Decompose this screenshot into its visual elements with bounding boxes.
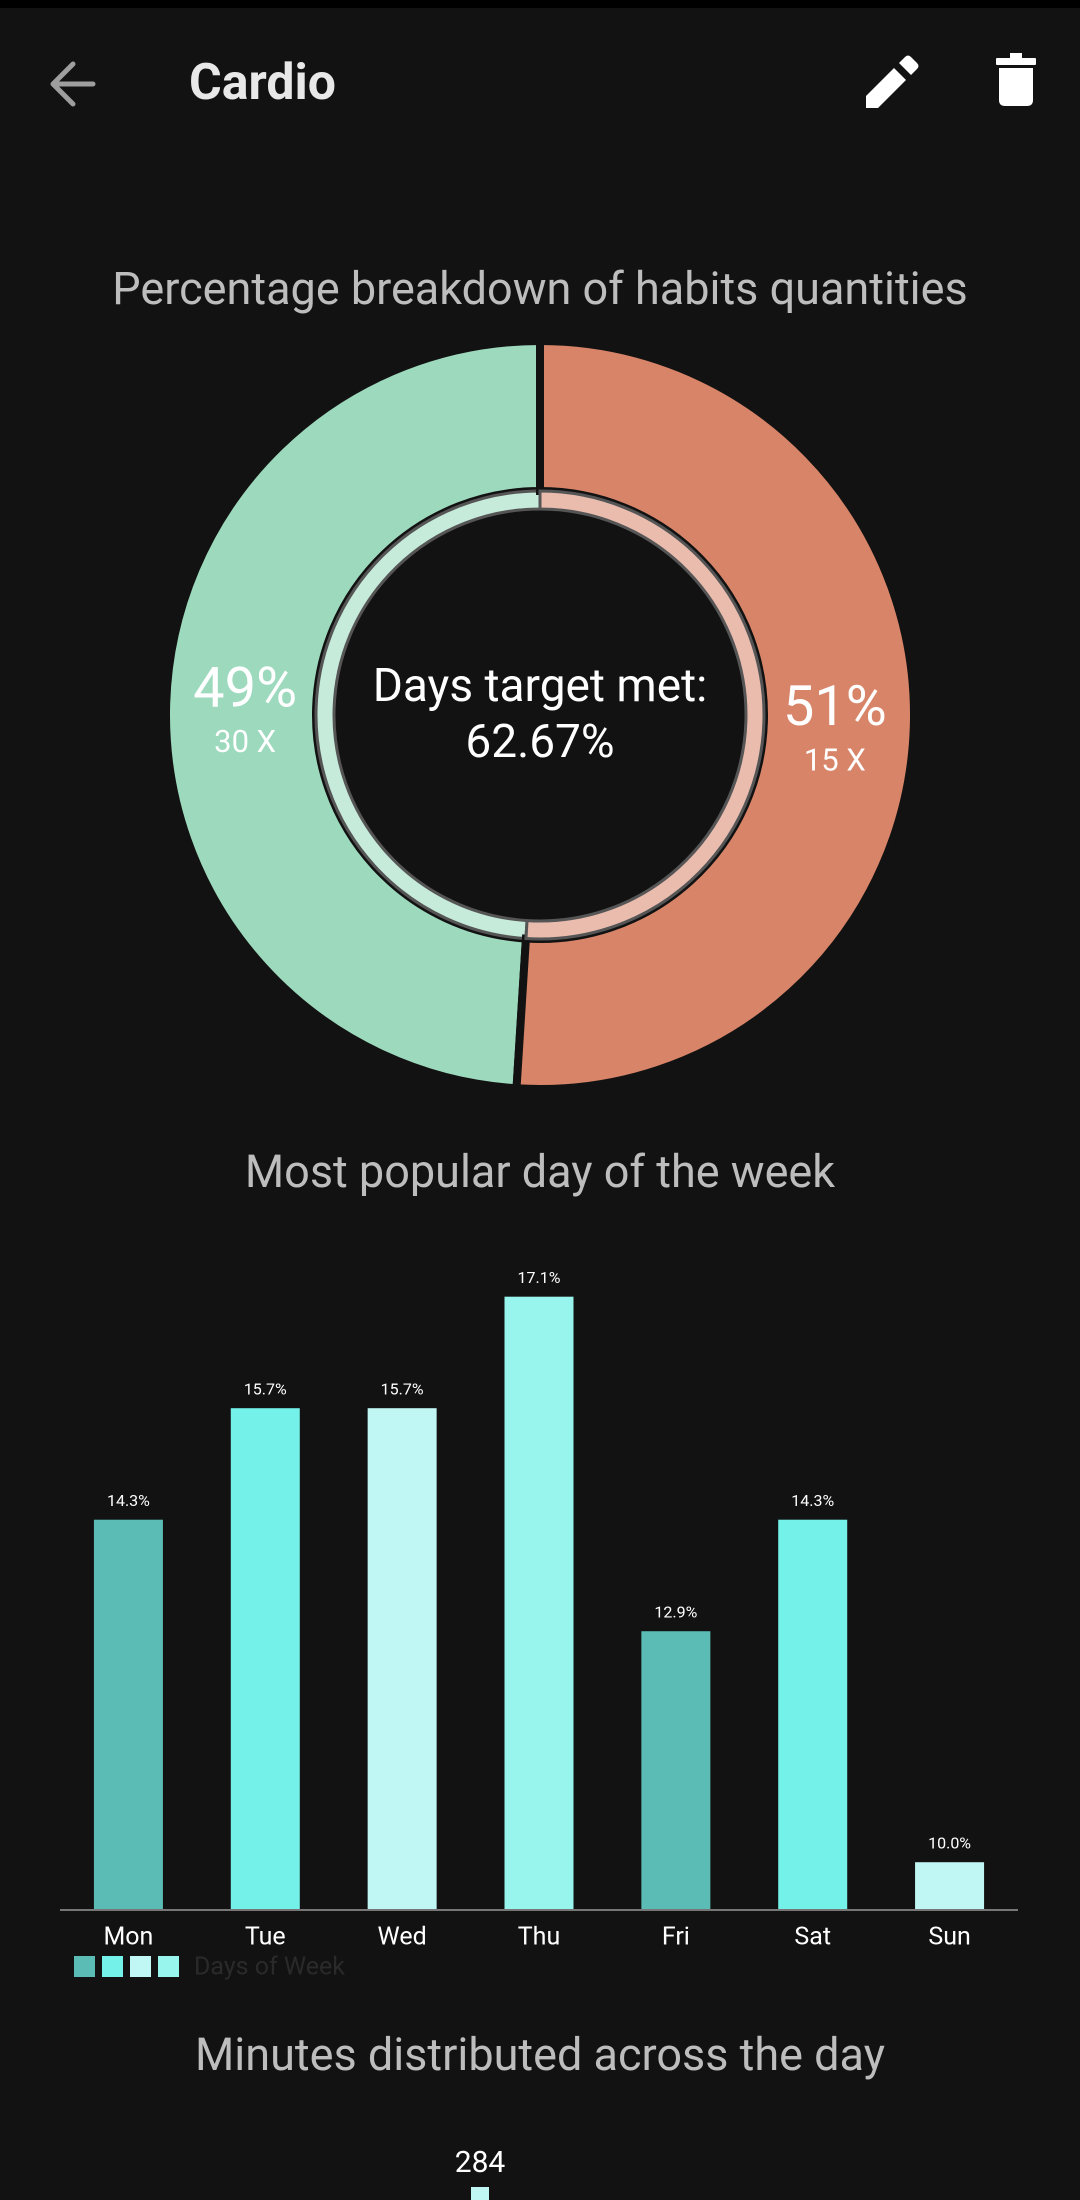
x-tick-label: Mon [103,1923,153,1952]
center-title: Days target met: [373,659,708,713]
bar-value-label: 14.3% [791,1491,834,1510]
bar [641,1631,711,1910]
bar [230,1408,300,1910]
edit-button[interactable] [866,55,919,109]
bar-value-label: 14.3% [107,1491,150,1510]
donut-inner-ring [524,489,766,941]
bar-value-label: 15.7% [381,1379,424,1398]
x-tick-label: Tue [245,1923,286,1952]
legend-swatch [74,1956,95,1977]
x-tick-label: Sat [794,1923,831,1952]
page-title: Cardio [189,54,336,112]
bar [915,1862,985,1910]
center-value: 62.67% [465,715,614,769]
chart-title: Most popular day of the week [245,1145,835,1198]
legend-swatch [158,1956,179,1977]
bar [778,1519,848,1910]
bar [471,2187,489,2200]
legend-swatch [102,1956,123,1977]
bar-value-label: 284 [455,2145,506,2180]
x-tick-label: Thu [518,1923,560,1952]
bar-value-label: 10.0% [928,1833,971,1852]
bar [367,1408,437,1910]
chart-title: Percentage breakdown of habits quantitie… [112,262,967,315]
bar-value-label: 15.7% [244,1379,287,1398]
donut-value-label: 51% [783,673,887,739]
bar-value-label: 17.1% [518,1268,561,1287]
bar-value-label: 12.9% [654,1602,697,1621]
legend-swatch [130,1956,151,1977]
chart-title: Minutes distributed across the day [195,2028,885,2081]
x-tick-label: Wed [378,1923,427,1952]
donut-value-label: 49% [193,655,297,721]
bar [93,1519,163,1910]
status-bar [0,0,1080,8]
delete-button[interactable] [996,53,1036,106]
donut-count-label: 30 X [214,723,276,760]
donut-count-label: 15 X [804,741,866,778]
back-button[interactable] [50,61,96,107]
bar [504,1296,574,1910]
x-tick-label: Sun [928,1923,970,1952]
legend-label: Days of Week [194,1953,345,1982]
x-tick-label: Fri [662,1923,690,1952]
